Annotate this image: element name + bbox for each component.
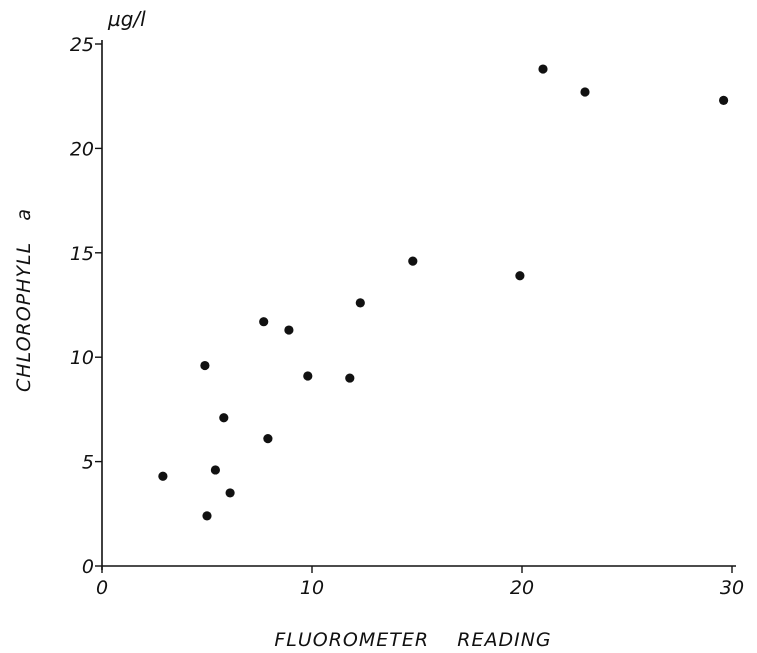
x-ticks: 0 10 20 30 [96,566,744,599]
y-tick-label: 20 [70,138,94,160]
axes [101,40,736,570]
data-point [200,360,210,371]
data-point [355,298,365,308]
y-axis-title: CHLOROPHYLL a [13,208,35,392]
data-points [158,64,729,521]
data-point [303,371,313,381]
data-point [345,373,355,383]
x-tick-label: 10 [300,577,324,599]
y-ticks: 0 5 10 15 20 25 [70,34,102,578]
y-tick-label: 5 [82,452,94,474]
data-point [202,511,212,521]
y-tick-label: 15 [70,243,94,265]
x-tick-label: 30 [720,577,744,599]
y-tick-label: 0 [82,556,94,578]
y-tick-label: 25 [70,34,94,56]
data-point [538,64,548,74]
x-tick-label: 20 [510,577,534,599]
y-unit-label: µg/l [107,7,146,31]
data-point [515,271,525,281]
data-point [219,413,229,423]
y-tick-label: 10 [70,347,94,369]
data-point [210,465,220,475]
x-axis-title: FLUOROMETER READING [274,629,551,651]
data-point [719,95,729,105]
x-tick-label: 0 [96,577,108,599]
data-point [580,87,590,97]
data-point [225,488,235,498]
data-point [259,317,269,327]
data-point [408,256,418,266]
data-point [263,434,273,444]
data-point [284,325,294,335]
data-point [158,471,168,481]
